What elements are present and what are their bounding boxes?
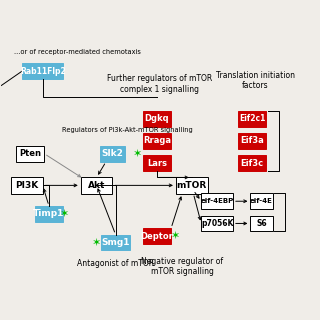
Text: p7056K: p7056K [201, 219, 233, 228]
Bar [201, 193, 233, 209]
Text: S6: S6 [256, 219, 267, 228]
Bar [142, 155, 171, 171]
Text: Dgkq: Dgkq [145, 114, 169, 123]
Bar [100, 146, 125, 162]
Text: Regulators of Pi3k-Akt-mTOR signalling: Regulators of Pi3k-Akt-mTOR signalling [62, 127, 192, 133]
Text: Lars: Lars [147, 159, 167, 168]
Text: eif-4EBP: eif-4EBP [200, 198, 234, 204]
Bar [35, 206, 63, 222]
Bar [238, 133, 266, 149]
Text: Smg1: Smg1 [101, 238, 130, 247]
Bar [101, 235, 130, 251]
Bar [142, 133, 171, 149]
Text: Eif3a: Eif3a [240, 136, 264, 146]
Text: ...or of receptor-mediated chemotaxis: ...or of receptor-mediated chemotaxis [14, 49, 141, 55]
Text: ✶: ✶ [133, 149, 142, 159]
Text: Akt: Akt [88, 181, 105, 190]
Bar [142, 228, 171, 244]
Text: Eif2c1: Eif2c1 [239, 114, 265, 123]
Bar [142, 111, 171, 127]
Bar [176, 177, 208, 194]
Text: Rraga: Rraga [143, 136, 171, 146]
Text: Translation initiation
factors: Translation initiation factors [216, 71, 295, 90]
Text: Eif3c: Eif3c [240, 159, 264, 168]
Text: Rab11Flp2: Rab11Flp2 [20, 67, 66, 76]
Bar [16, 146, 44, 162]
Bar [201, 215, 233, 231]
Bar [251, 215, 273, 231]
Bar [238, 111, 266, 127]
Text: PI3K: PI3K [15, 181, 38, 190]
Text: Deptor: Deptor [140, 232, 173, 241]
Text: Further regulators of mTOR
complex 1 signalling: Further regulators of mTOR complex 1 sig… [108, 74, 212, 93]
Text: mTOR: mTOR [177, 181, 207, 190]
Bar [238, 155, 266, 171]
Text: Pten: Pten [19, 149, 41, 158]
Text: ✶: ✶ [171, 231, 180, 241]
Text: ✶: ✶ [60, 209, 69, 219]
Bar [11, 177, 43, 194]
Bar [81, 177, 112, 194]
Bar [22, 63, 63, 79]
Bar [251, 193, 273, 209]
Text: Slk2: Slk2 [101, 149, 123, 158]
Text: Antagonist of mTOR: Antagonist of mTOR [77, 259, 154, 268]
Text: ✶: ✶ [92, 237, 101, 247]
Text: Negative regulator of
mTOR signalling: Negative regulator of mTOR signalling [141, 257, 223, 276]
Text: eif-4E: eif-4E [250, 198, 273, 204]
Text: Timp1: Timp1 [33, 209, 65, 219]
